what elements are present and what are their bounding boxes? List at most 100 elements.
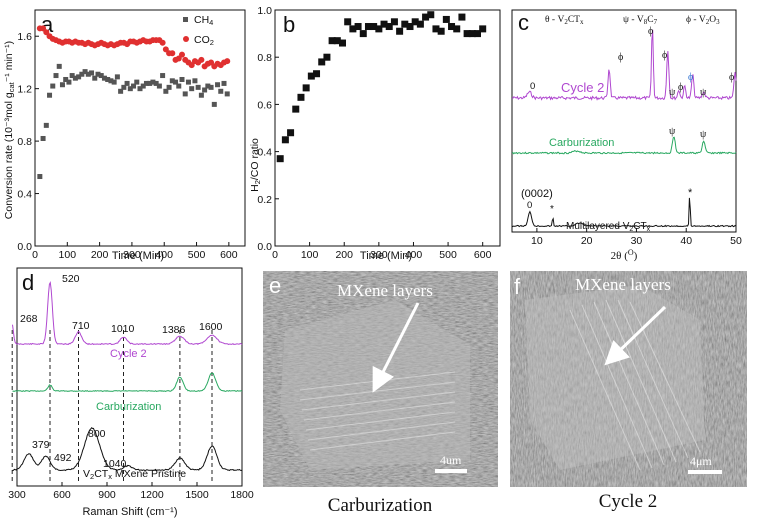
a-point-ch4 <box>205 83 211 89</box>
c-theta-zero: 0 <box>527 200 532 211</box>
a-point-ch4 <box>66 79 72 85</box>
b-point-h2co <box>339 39 346 47</box>
c-psi-4: ψ <box>700 129 707 140</box>
c-phi-3: ϕ <box>662 50 667 61</box>
a-point-ch4 <box>224 91 230 97</box>
a-ytick-label: 1.6 <box>17 31 32 43</box>
a-point-ch4 <box>131 83 137 89</box>
panel-f-sem-image: f MXene layers 4μm <box>510 271 747 487</box>
b-point-h2co <box>406 23 414 31</box>
a-point-ch4 <box>147 80 153 86</box>
a-point-ch4 <box>195 84 201 90</box>
label-cycle2: Cycle 2 <box>561 80 604 95</box>
b-point-h2co <box>313 70 321 78</box>
a-point-ch4 <box>82 69 88 75</box>
a-point-ch4 <box>156 83 162 89</box>
c-xtick-label: 30 <box>631 235 643 247</box>
a-point-ch4 <box>143 80 149 86</box>
b-point-h2co <box>442 15 450 23</box>
panel-e-arrow <box>372 302 420 393</box>
panel-b-chart: b 0 100 200 300 400 500 6000.00.20.40.60.81.0 … <box>249 5 501 262</box>
d-peak-492: 492 <box>54 452 72 464</box>
d-xtick-label: 1800 <box>230 489 254 501</box>
a-point-ch4 <box>173 79 179 85</box>
panel-f-label: f <box>514 274 521 299</box>
panel-b-frame <box>274 9 501 247</box>
b-point-h2co <box>463 30 471 38</box>
a-point-ch4 <box>153 80 159 86</box>
a-point-ch4 <box>134 79 140 85</box>
panel-f-annotation: MXene layers <box>575 275 671 294</box>
b-xtick-label: 300 <box>370 249 388 261</box>
b-point-h2co <box>359 30 367 38</box>
d-peak-1386: 1386 <box>162 324 186 336</box>
a-point-co2 <box>159 39 166 46</box>
c-phi-2: ϕ <box>618 52 623 63</box>
panel-f-arrow <box>604 305 667 366</box>
a-ytick-label: 0.0 <box>17 241 32 253</box>
c-xtick-label: 10 <box>531 235 543 247</box>
c-star-2: * <box>688 187 693 199</box>
a-point-ch4 <box>163 88 169 94</box>
b-xtick-label: 400 <box>405 249 423 261</box>
b-xtick-label: 500 <box>439 249 457 261</box>
d-peak-710: 710 <box>72 320 90 332</box>
legend-co2-marker <box>183 36 189 42</box>
b-point-h2co <box>281 136 289 144</box>
a-point-ch4 <box>50 83 56 89</box>
a-point-ch4 <box>182 91 188 97</box>
panel-d-chart: d Cycle 2 Carburization V2CTx MXene Pris… <box>8 267 254 518</box>
a-point-ch4 <box>47 92 53 98</box>
b-point-h2co <box>370 23 378 31</box>
a-point-ch4 <box>121 84 127 90</box>
a-point-ch4 <box>189 86 195 92</box>
a-ytick-label: 0.4 <box>17 189 32 201</box>
panel-e-sem-image: e MXene layers 4um <box>263 271 498 487</box>
panel-a-legend: CH4 CO2 <box>183 14 214 47</box>
a-point-ch4 <box>169 78 175 84</box>
c-peak-0002: (0002) <box>521 188 553 200</box>
d-peak-379: 379 <box>32 439 50 451</box>
b-point-h2co <box>448 23 456 31</box>
a-point-ch4 <box>118 88 124 94</box>
a-point-ch4 <box>179 76 185 82</box>
panel-d-frame <box>16 267 243 487</box>
b-point-h2co <box>396 27 404 35</box>
a-point-ch4 <box>166 84 172 90</box>
panel-d-label: d <box>22 270 34 295</box>
a-point-ch4 <box>98 73 104 79</box>
b-point-h2co <box>349 25 357 33</box>
b-xtick-label: 0 <box>272 249 278 261</box>
b-point-h2co <box>375 25 383 33</box>
d-xtick-label: 300 <box>8 489 26 501</box>
a-point-co2 <box>224 58 231 65</box>
a-point-ch4 <box>56 63 62 69</box>
b-xtick-label: 600 <box>474 249 492 261</box>
a-point-ch4 <box>150 79 156 85</box>
b-point-h2co <box>354 23 362 31</box>
a-point-ch4 <box>176 83 182 89</box>
a-xtick-label: 300 <box>123 249 141 261</box>
c-psi-1: ψ <box>669 87 676 98</box>
c-xtick-label: 40 <box>680 235 692 247</box>
b-point-h2co <box>401 20 409 28</box>
panel-f-scalebar <box>688 470 722 474</box>
xrd-cycle2-curve <box>511 29 737 101</box>
b-point-h2co <box>380 20 388 28</box>
xrd-carburization-curve <box>511 136 737 155</box>
label-carburization: Carburization <box>549 137 614 149</box>
b-ytick-label: 0.0 <box>257 241 272 253</box>
panel-f-layer-texture <box>569 299 701 471</box>
a-point-ch4 <box>37 174 43 180</box>
a-point-ch4 <box>140 83 146 89</box>
panel-a-ylabel: Conversion rate (10⁻³mol gcat⁻¹ min⁻¹) <box>3 41 16 219</box>
a-xtick-label: 400 <box>155 249 173 261</box>
c-xtick-label: 50 <box>730 235 742 247</box>
panel-e-scalebar <box>435 469 467 473</box>
b-point-h2co <box>427 11 435 19</box>
panel-c-label: c <box>518 10 529 35</box>
a-xtick-label: 600 <box>220 249 238 261</box>
b-point-h2co <box>323 53 331 61</box>
